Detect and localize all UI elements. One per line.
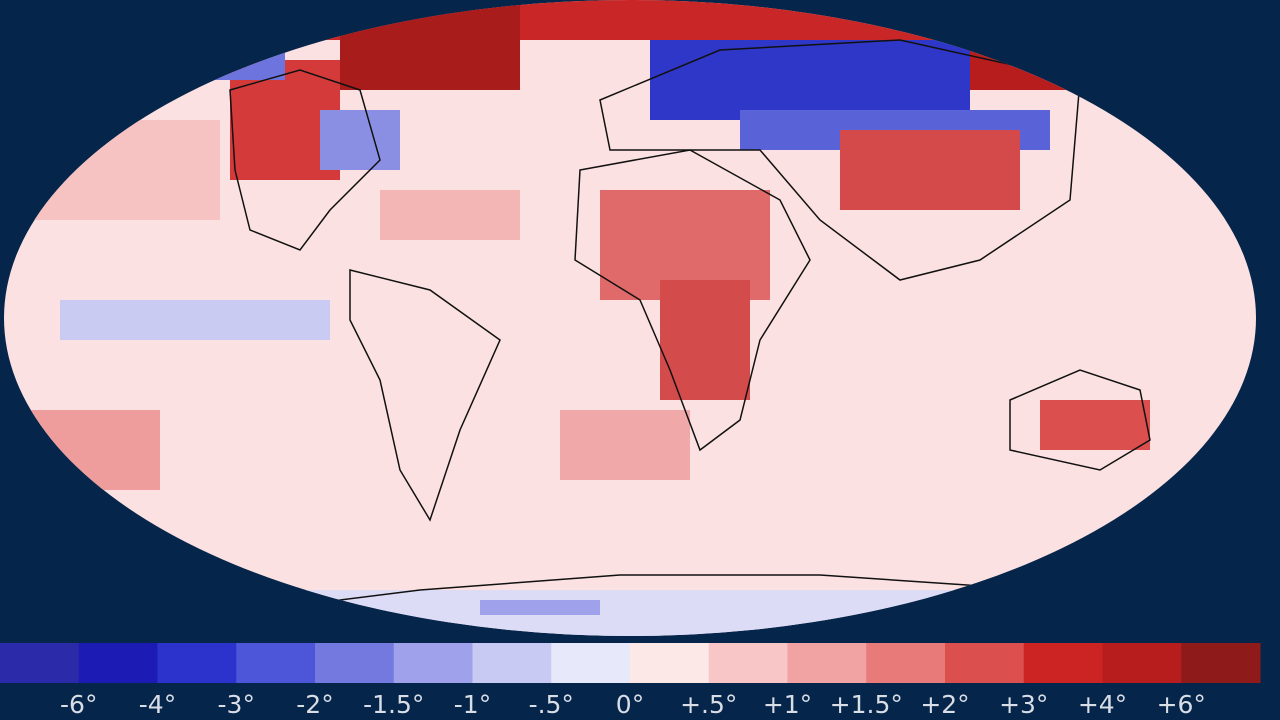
legend-label: +3° <box>999 690 1048 719</box>
legend-label: +6° <box>1157 690 1206 719</box>
legend-swatch <box>393 643 473 683</box>
legend: -6° -4° -3° -2° -1.5° -1° -.5° 0° +.5° +1° +1.5° +2… <box>0 643 1261 719</box>
legend-swatch <box>1102 643 1182 683</box>
legend-swatch <box>630 643 710 683</box>
legend-label: -2° <box>296 690 333 719</box>
legend-label: -.5° <box>529 690 574 719</box>
legend-label: +4° <box>1078 690 1127 719</box>
legend-swatch <box>0 643 80 683</box>
legend-swatch <box>1181 643 1261 683</box>
legend-label: -3° <box>218 690 255 719</box>
anomaly-map <box>4 0 1256 636</box>
legend-swatch <box>551 643 631 683</box>
legend-label: +2° <box>920 690 969 719</box>
legend-label: -1.5° <box>363 690 424 719</box>
legend-swatch <box>157 643 237 683</box>
legend-label: +1.5° <box>830 690 903 719</box>
legend-label: 0° <box>616 690 644 719</box>
legend-swatch <box>236 643 316 683</box>
legend-swatch <box>315 643 395 683</box>
legend-swatch <box>1023 643 1103 683</box>
legend-swatch <box>866 643 946 683</box>
legend-label: +1° <box>763 690 812 719</box>
legend-label: -1° <box>454 690 491 719</box>
legend-label: +.5° <box>680 690 737 719</box>
legend-swatch <box>787 643 867 683</box>
legend-swatch <box>708 643 788 683</box>
legend-swatch <box>472 643 552 683</box>
legend-label: -6° <box>60 690 97 719</box>
legend-label: -4° <box>139 690 176 719</box>
legend-swatch <box>945 643 1025 683</box>
legend-swatch <box>78 643 158 683</box>
